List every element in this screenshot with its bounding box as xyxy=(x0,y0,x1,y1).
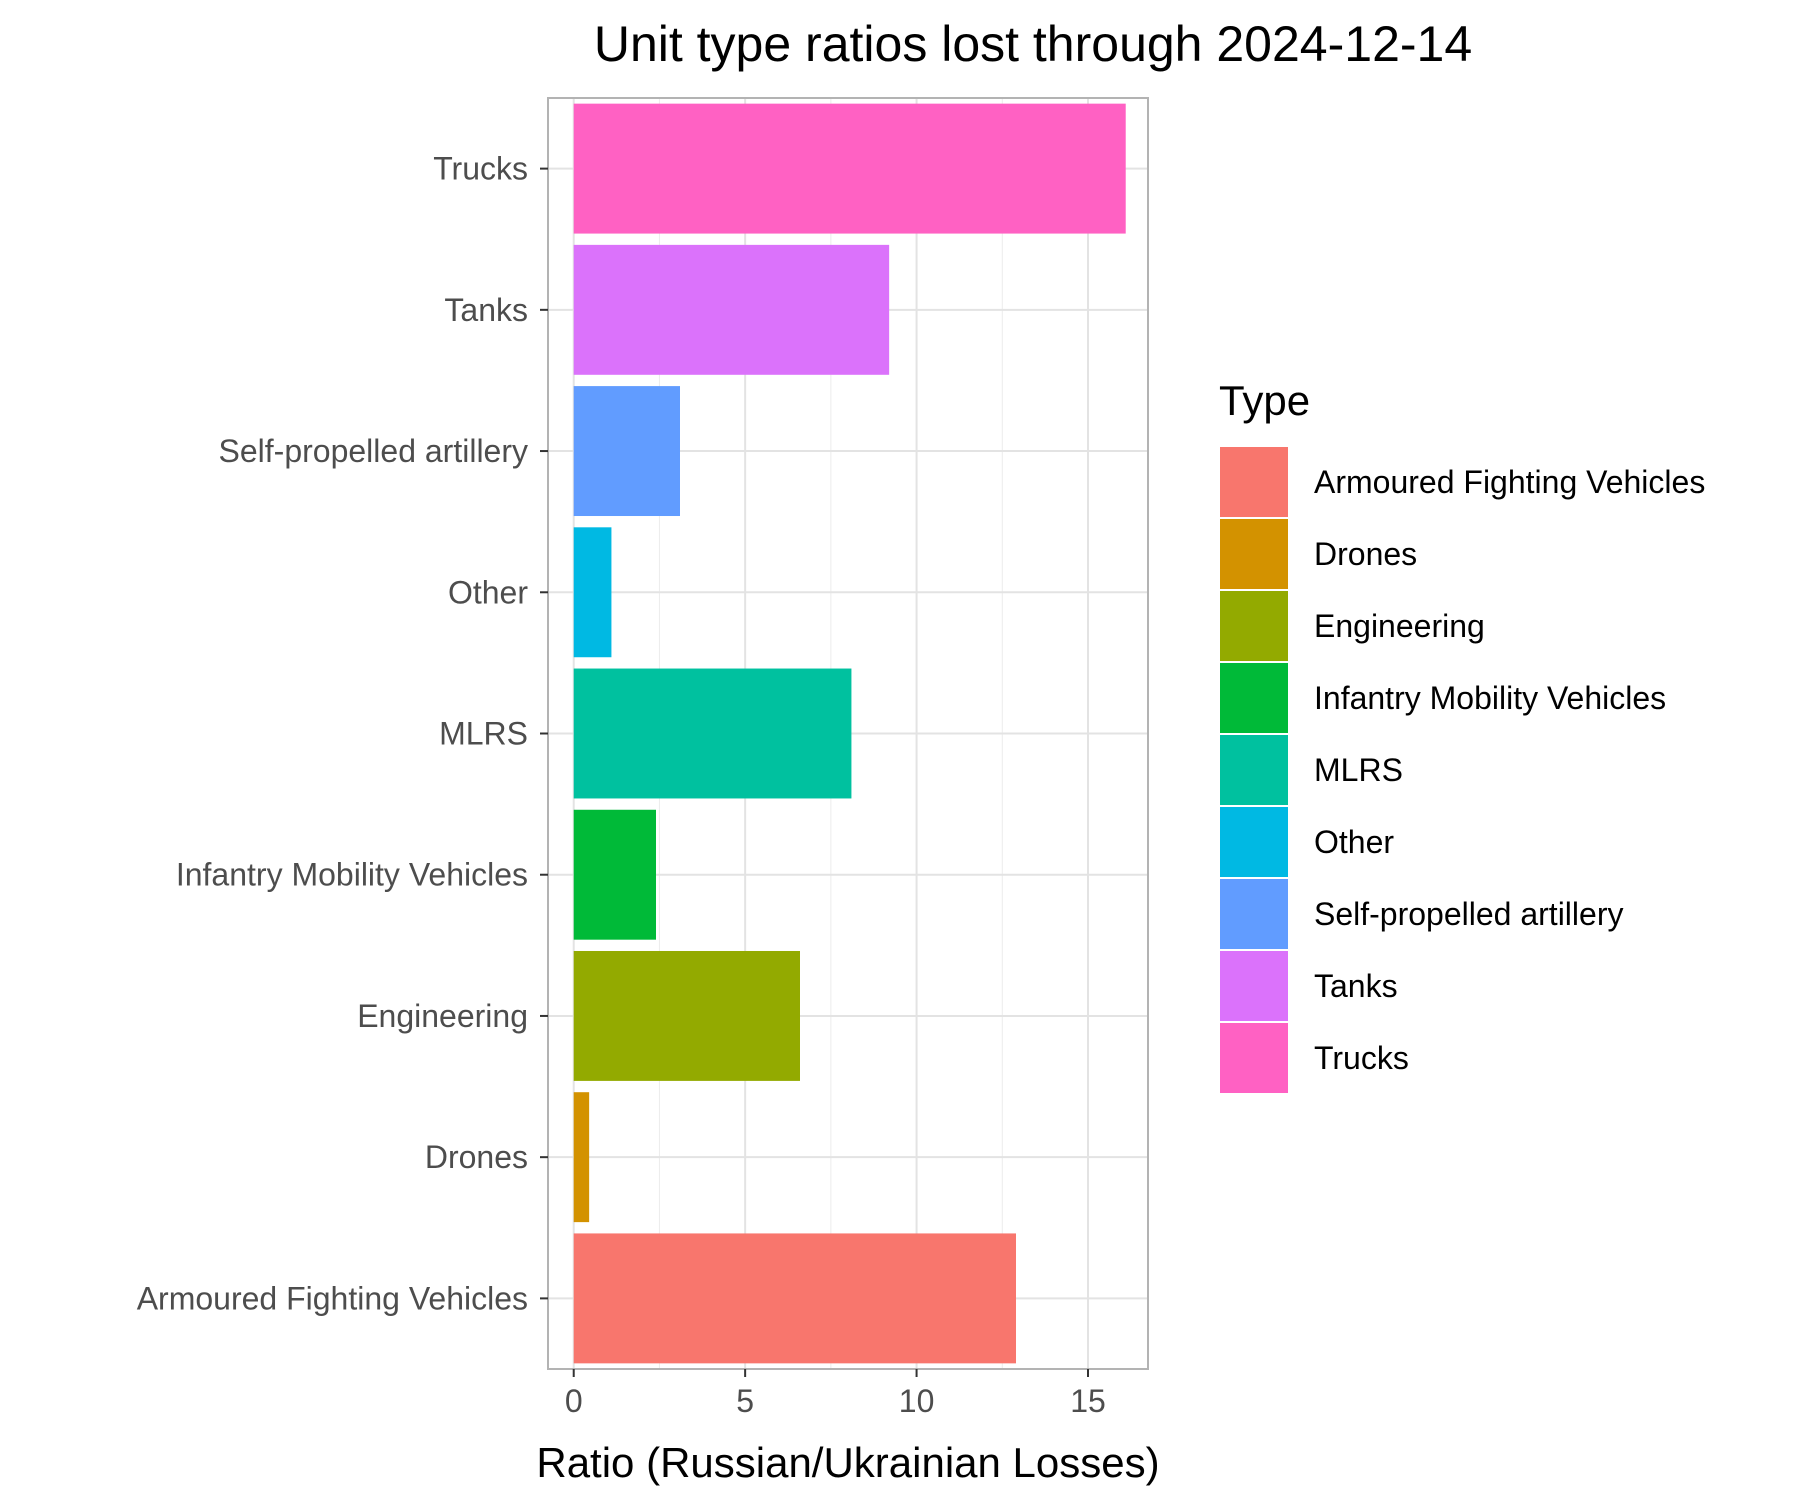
bars xyxy=(573,103,1126,1364)
chart-title: Unit type ratios lost through 2024-12-14 xyxy=(594,16,1472,72)
x-tick-label: 0 xyxy=(565,1383,583,1419)
y-tick-label: Engineering xyxy=(357,998,528,1034)
y-tick-label: Tanks xyxy=(444,292,528,328)
bar-infantry-mobility-vehicles xyxy=(573,809,656,940)
legend-key-tanks xyxy=(1218,949,1290,1023)
legend-label: Trucks xyxy=(1314,1040,1409,1076)
legend-label: Self-propelled artillery xyxy=(1314,896,1623,932)
legend-label: Other xyxy=(1314,824,1394,860)
bar-trucks xyxy=(573,103,1126,234)
y-tick-label: Other xyxy=(448,574,528,610)
x-axis: 0 5 10 15 xyxy=(565,1369,1106,1419)
legend-label: Armoured Fighting Vehicles xyxy=(1314,464,1705,500)
bar-mlrs xyxy=(573,668,852,799)
legend-label: Engineering xyxy=(1314,608,1485,644)
bar-self-propelled-artillery xyxy=(573,386,680,517)
legend-label: Tanks xyxy=(1314,968,1398,1004)
y-tick-label: Drones xyxy=(425,1139,528,1175)
y-tick-label: Infantry Mobility Vehicles xyxy=(176,857,528,893)
legend-key-engineering xyxy=(1218,589,1290,663)
x-tick-label: 15 xyxy=(1070,1383,1106,1419)
legend-label: MLRS xyxy=(1314,752,1403,788)
legend-key-mlrs xyxy=(1218,733,1290,807)
legend-title: Type xyxy=(1219,377,1310,424)
legend-key-drones xyxy=(1218,517,1290,591)
legend: Type Armoured Fighting Vehicles Drones Eng… xyxy=(1218,377,1705,1095)
bar-armoured-fighting-vehicles xyxy=(573,1233,1016,1364)
legend-label: Drones xyxy=(1314,536,1417,572)
legend-label: Infantry Mobility Vehicles xyxy=(1314,680,1666,716)
bar-engineering xyxy=(573,950,800,1081)
y-axis: Armoured Fighting Vehicles Drones Engineer… xyxy=(137,151,548,1316)
legend-key-self-propelled-artillery xyxy=(1218,877,1290,951)
x-tick-label: 10 xyxy=(899,1383,935,1419)
bar-drones xyxy=(573,1092,590,1223)
bar-other xyxy=(573,527,612,658)
legend-key-infantry-mobility-vehicles xyxy=(1218,661,1290,735)
y-tick-label: Self-propelled artillery xyxy=(219,433,528,469)
x-tick-label: 5 xyxy=(736,1383,754,1419)
y-tick-label: MLRS xyxy=(439,716,528,752)
legend-key-armoured-fighting-vehicles xyxy=(1218,445,1290,519)
legend-key-trucks xyxy=(1218,1021,1290,1095)
x-axis-title: Ratio (Russian/Ukrainian Losses) xyxy=(536,1439,1159,1486)
legend-key-other xyxy=(1218,805,1290,879)
y-tick-label: Trucks xyxy=(433,151,528,187)
bar-tanks xyxy=(573,244,890,375)
y-tick-label: Armoured Fighting Vehicles xyxy=(137,1280,528,1316)
